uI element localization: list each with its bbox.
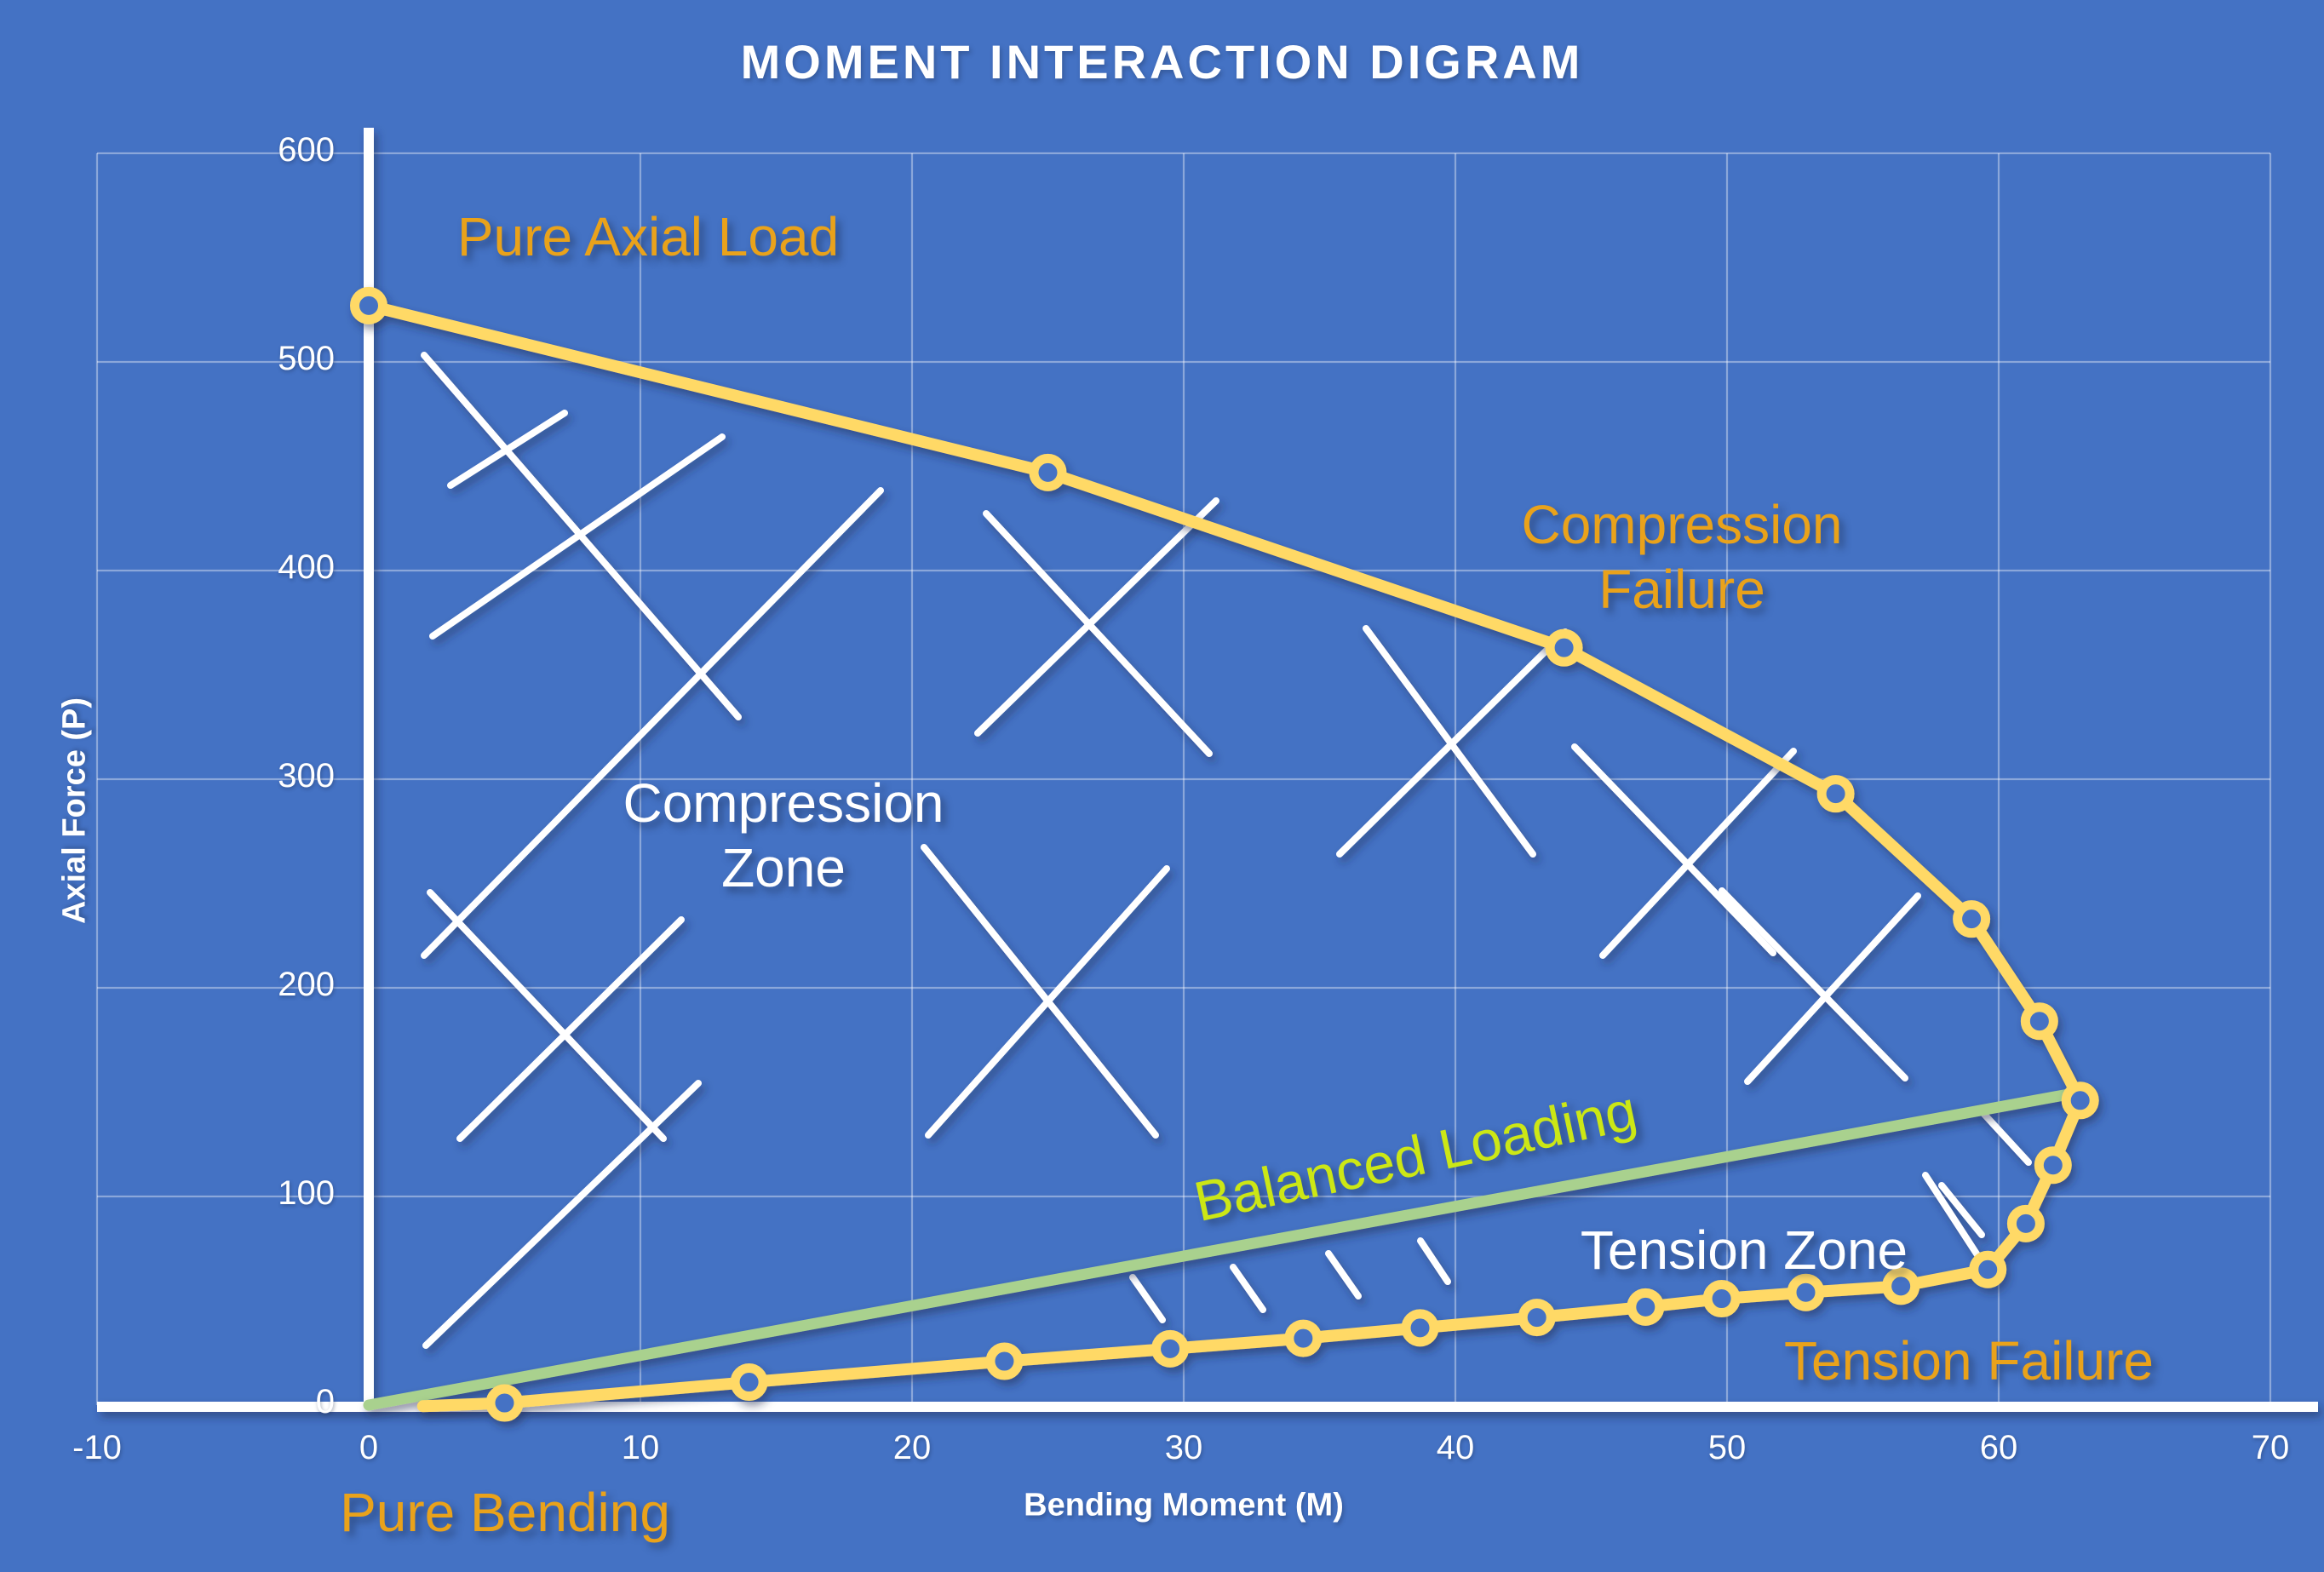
data-point-marker — [1518, 1299, 1556, 1337]
series-interaction-curve — [350, 286, 2099, 1422]
interaction-curve-markers — [350, 286, 2099, 1422]
hatch-line — [427, 889, 667, 1142]
hatch-marks — [421, 352, 2032, 1349]
data-point-marker — [1787, 1273, 1825, 1311]
annotation-tension-zone: Tension Zone — [1580, 1219, 1908, 1281]
x-tick-label-0: 0 — [359, 1429, 379, 1466]
annotation-compression-zone: Compression Zone — [511, 771, 1056, 900]
data-point-marker — [2061, 1081, 2099, 1120]
x-tick-label--10: -10 — [72, 1429, 122, 1466]
hatch-line — [1230, 1264, 1266, 1313]
hatch-line — [1719, 887, 1908, 1081]
data-point-marker — [1627, 1288, 1665, 1326]
hatch-line — [1325, 1250, 1362, 1299]
hatch-line — [1744, 892, 1921, 1085]
annotation-compression-zone-line2: Zone — [721, 837, 846, 898]
balanced-loading-line-path — [363, 1087, 2086, 1411]
hatch-line — [1417, 1237, 1451, 1285]
annotation-compression-failure: Compression Failure — [1409, 492, 1954, 622]
x-tick-label-50: 50 — [1707, 1429, 1747, 1466]
data-point-marker — [2020, 1002, 2058, 1041]
data-point-marker — [485, 1384, 524, 1422]
hatch-line — [421, 487, 884, 959]
hatch-line — [1363, 625, 1536, 858]
data-point-marker — [1953, 900, 1991, 938]
y-tick-label-0: 0 — [315, 1383, 335, 1420]
data-point-marker — [2006, 1204, 2045, 1242]
data-point-marker — [1702, 1280, 1741, 1318]
hatch-line — [974, 497, 1219, 737]
hatch-line — [422, 1080, 702, 1349]
x-axis-title: Bending Moment (M) — [1024, 1487, 1344, 1523]
data-point-marker — [985, 1342, 1024, 1380]
hatch-line — [1599, 748, 1797, 959]
data-point-marker — [350, 286, 387, 324]
data-point-marker — [1401, 1309, 1439, 1347]
x-tick-label-40: 40 — [1436, 1429, 1475, 1466]
annotation-tension-failure: Tension Failure — [1784, 1330, 2154, 1391]
hatch-line — [429, 433, 726, 640]
annotation-pure-bending: Pure Bending — [340, 1482, 670, 1543]
hatch-line — [456, 916, 685, 1142]
hatch-line — [1129, 1274, 1166, 1323]
y-tick-label-500: 500 — [278, 340, 335, 377]
data-point-marker — [1284, 1319, 1323, 1357]
y-tick-label-300: 300 — [278, 757, 335, 795]
hatch-line — [1938, 1182, 1985, 1238]
data-point-marker — [730, 1363, 768, 1402]
chart-title: MOMENT INTERACTION DIGRAM — [740, 35, 1584, 89]
x-tick-label-20: 20 — [892, 1429, 932, 1466]
x-tick-label-10: 10 — [621, 1429, 660, 1466]
data-point-marker — [1816, 775, 1855, 813]
data-point-marker — [1029, 453, 1067, 491]
annotation-compression-failure-line2: Failure — [1598, 559, 1765, 620]
data-point-marker — [1969, 1250, 2007, 1288]
hatch-line — [1977, 1106, 2032, 1166]
annotation-compression-zone-line1: Compression — [623, 772, 944, 834]
y-tick-label-400: 400 — [278, 548, 335, 586]
y-tick-label-600: 600 — [278, 131, 335, 169]
x-tick-label-70: 70 — [2251, 1429, 2290, 1466]
hatch-line — [925, 865, 1170, 1139]
hatch-line — [447, 410, 568, 489]
interaction-curve-path — [363, 299, 2086, 1413]
x-tick-label-30: 30 — [1164, 1429, 1203, 1466]
data-point-marker — [2034, 1146, 2072, 1185]
hatch-line — [1922, 1172, 1986, 1266]
series-balanced-loading-line — [363, 1087, 2086, 1411]
hatch-line — [983, 510, 1213, 757]
y-tick-label-100: 100 — [278, 1174, 335, 1212]
hatch-line — [1571, 743, 1776, 956]
annotation-pure-axial-load: Pure Axial Load — [456, 206, 840, 267]
y-axis-title: Axial Force (P) — [56, 697, 93, 925]
x-tick-label-60: 60 — [1979, 1429, 2018, 1466]
hatch-line — [921, 844, 1159, 1139]
data-point-marker — [1545, 628, 1583, 667]
y-tick-label-200: 200 — [278, 966, 335, 1003]
data-point-marker — [1151, 1329, 1190, 1368]
annotation-compression-failure-line1: Compression — [1521, 494, 1843, 555]
data-point-marker — [1882, 1267, 1920, 1305]
